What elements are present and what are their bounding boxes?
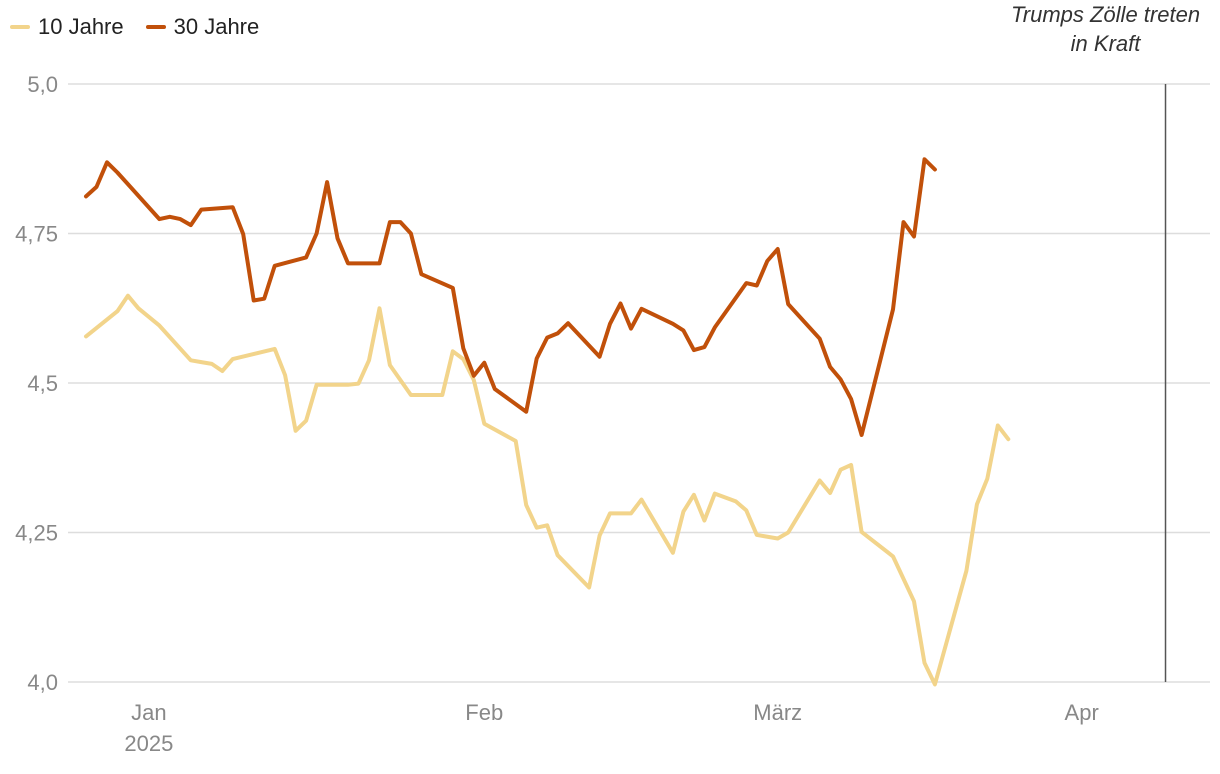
legend-swatch-30-jahre: [145, 25, 166, 29]
annotation-text: in Kraft: [1071, 31, 1142, 56]
legend-item-30-jahre: 30 Jahre: [145, 14, 260, 40]
legend-swatch-10-jahre: [10, 25, 30, 29]
series-line-30-jahre: [84, 157, 937, 437]
y-tick-label: 5,0: [27, 72, 58, 97]
x-tick-label: März: [753, 700, 802, 725]
x-tick-label: Jan: [131, 700, 166, 725]
y-tick-label: 4,75: [15, 222, 58, 247]
legend-label-10-jahre: 10 Jahre: [38, 14, 124, 39]
y-tick-label: 4,5: [27, 371, 58, 396]
series-line-10-jahre: [84, 293, 1011, 687]
annotation-text: Trumps Zölle treten: [1011, 2, 1200, 27]
x-tick-label: Apr: [1065, 700, 1099, 725]
y-tick-label: 4,25: [15, 521, 58, 546]
x-tick-sublabel: 2025: [124, 731, 173, 756]
y-tick-label: 4,0: [27, 670, 58, 695]
x-tick-label: Feb: [465, 700, 503, 725]
legend-label-30-jahre: 30 Jahre: [173, 14, 260, 39]
legend-item-10-jahre: 10 Jahre: [10, 14, 124, 40]
legend: 10 Jahre 30 Jahre: [10, 14, 259, 40]
